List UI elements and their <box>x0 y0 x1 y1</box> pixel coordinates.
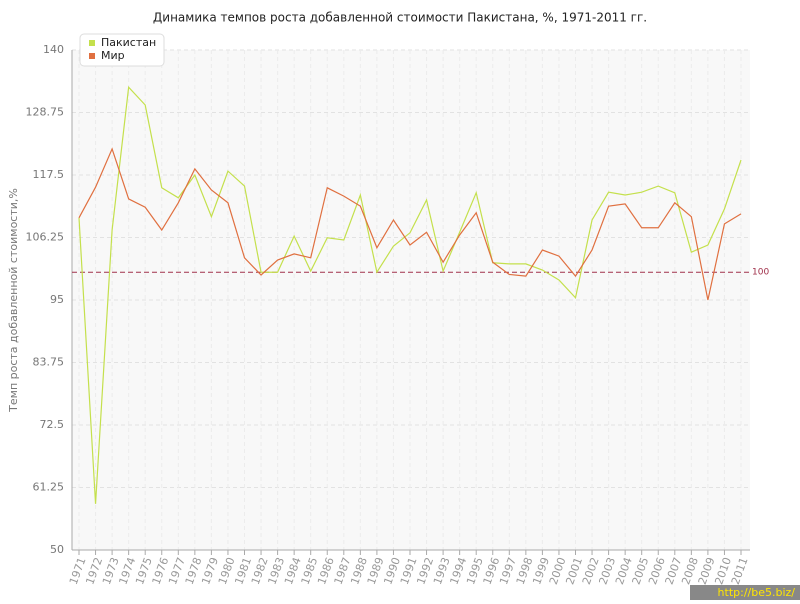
y-axis-label: Темп роста добавленной стоимости,% <box>7 188 20 413</box>
legend-label: Мир <box>101 49 125 62</box>
legend-swatch <box>89 40 95 46</box>
y-tick-label: 50 <box>50 543 64 556</box>
legend-label: Пакистан <box>101 36 156 49</box>
y-tick-label: 72.5 <box>40 418 65 431</box>
y-tick-label: 117.5 <box>33 168 65 181</box>
watermark: http://be5.biz/ <box>718 586 796 599</box>
y-tick-label: 61.25 <box>33 481 65 494</box>
series-line <box>78 85 742 504</box>
y-tick-label: 95 <box>50 293 64 306</box>
watermark-box <box>690 585 800 600</box>
y-tick-label: 83.75 <box>33 356 65 369</box>
chart-title: Динамика темпов роста добавленной стоимо… <box>153 11 647 25</box>
series-line <box>78 147 742 301</box>
legend-box <box>79 33 165 67</box>
reference-label: 100 <box>752 268 769 278</box>
legend-swatch <box>89 53 95 59</box>
y-tick-label: 128.75 <box>26 106 65 119</box>
y-tick-label: 106.25 <box>26 231 65 244</box>
y-tick-label: 140 <box>43 43 64 56</box>
